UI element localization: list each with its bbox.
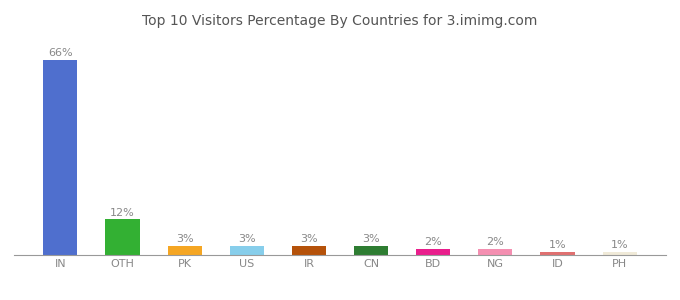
Text: 3%: 3% bbox=[238, 234, 256, 244]
Bar bbox=[602, 252, 636, 255]
Text: 66%: 66% bbox=[48, 48, 73, 58]
Bar bbox=[354, 246, 388, 255]
Text: 3%: 3% bbox=[176, 234, 193, 244]
Bar bbox=[44, 60, 78, 255]
Bar bbox=[541, 252, 575, 255]
Text: 12%: 12% bbox=[110, 208, 135, 218]
Bar bbox=[478, 249, 513, 255]
Text: 1%: 1% bbox=[549, 240, 566, 250]
Bar bbox=[292, 246, 326, 255]
Text: 3%: 3% bbox=[300, 234, 318, 244]
Title: Top 10 Visitors Percentage By Countries for 3.imimg.com: Top 10 Visitors Percentage By Countries … bbox=[142, 14, 538, 28]
Text: 3%: 3% bbox=[362, 234, 380, 244]
Text: 1%: 1% bbox=[611, 240, 628, 250]
Text: 2%: 2% bbox=[486, 237, 505, 247]
Bar bbox=[167, 246, 202, 255]
Bar bbox=[230, 246, 264, 255]
Bar bbox=[105, 220, 139, 255]
Bar bbox=[416, 249, 450, 255]
Text: 2%: 2% bbox=[424, 237, 442, 247]
